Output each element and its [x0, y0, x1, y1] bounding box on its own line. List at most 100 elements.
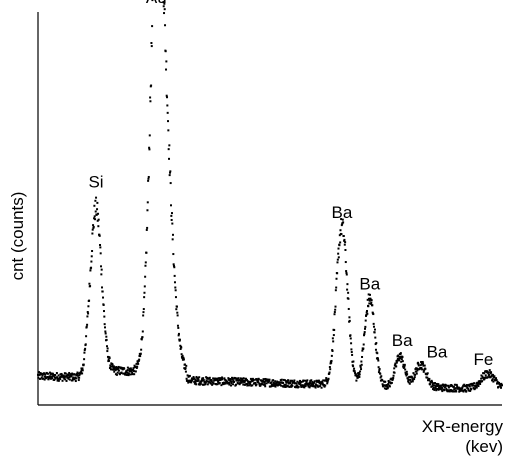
data-point [187, 381, 190, 384]
data-point [493, 376, 496, 379]
data-point [102, 303, 105, 306]
data-point [172, 253, 175, 256]
data-point [64, 372, 67, 375]
data-point [168, 157, 171, 160]
data-point [432, 386, 435, 389]
data-point [493, 375, 496, 378]
data-point [201, 379, 204, 382]
data-point [90, 266, 93, 269]
data-point [133, 373, 136, 376]
data-point [500, 382, 503, 385]
peak-label: Ba [332, 203, 353, 222]
data-point [383, 384, 386, 387]
data-point [238, 383, 241, 386]
data-point [435, 389, 438, 392]
data-point [113, 366, 116, 369]
data-point [407, 378, 410, 381]
peak-label: Ba [359, 274, 380, 293]
data-point [330, 354, 333, 357]
data-point [417, 363, 420, 366]
data-point [56, 376, 59, 379]
data-point [337, 256, 340, 259]
data-point [147, 179, 150, 182]
data-point [361, 349, 364, 352]
data-point [163, 2, 166, 5]
data-point [239, 379, 242, 382]
data-point [146, 226, 149, 229]
data-point [431, 381, 434, 384]
data-point [329, 368, 332, 371]
data-point [282, 378, 285, 381]
data-point [193, 382, 196, 385]
data-point [298, 382, 301, 385]
data-point [245, 379, 248, 382]
data-point [94, 199, 97, 202]
data-point [356, 376, 359, 379]
data-point [372, 325, 375, 328]
data-point [449, 388, 452, 391]
data-point [440, 388, 443, 391]
data-point [352, 360, 355, 363]
data-point [275, 383, 278, 386]
data-point [270, 381, 273, 384]
data-point [146, 201, 149, 204]
data-point [309, 382, 312, 385]
data-point [237, 377, 240, 380]
data-point [499, 385, 502, 388]
data-point [373, 331, 376, 334]
data-point [238, 382, 241, 385]
data-point [377, 359, 380, 362]
data-point [239, 377, 242, 380]
data-point [409, 378, 412, 381]
data-point [378, 369, 381, 372]
data-point [421, 368, 424, 371]
data-point [381, 379, 384, 382]
data-point [86, 323, 89, 326]
data-point [363, 334, 366, 337]
data-point [313, 380, 316, 383]
data-point [176, 311, 179, 314]
data-point [69, 373, 72, 376]
data-point [88, 282, 91, 285]
data-point [468, 385, 471, 388]
data-point [311, 385, 314, 388]
data-point [96, 208, 99, 211]
data-point [419, 364, 422, 367]
data-point [185, 377, 188, 380]
data-point [259, 384, 262, 387]
data-point [326, 380, 329, 383]
data-point [443, 389, 446, 392]
data-point [236, 382, 239, 385]
data-point [434, 382, 436, 385]
data-point [443, 386, 446, 389]
data-point [146, 209, 149, 212]
data-point [68, 371, 71, 374]
data-point [290, 383, 293, 386]
data-point [333, 311, 336, 314]
data-point [321, 382, 324, 385]
data-point [278, 382, 281, 385]
data-point [496, 382, 499, 385]
data-point [432, 384, 435, 387]
peak-label: Fe [473, 350, 493, 369]
data-point [240, 381, 243, 384]
data-point [437, 383, 440, 386]
data-point [495, 377, 498, 380]
data-point [129, 369, 132, 372]
peak-labels: Au Si Ba Ba Ba Ba Fe [88, 0, 493, 369]
data-point [93, 204, 96, 207]
data-point [95, 196, 98, 199]
data-point [180, 355, 183, 358]
data-point [392, 376, 395, 379]
data-point [191, 379, 194, 382]
data-point [133, 364, 136, 367]
data-point [131, 373, 134, 376]
data-point [309, 384, 312, 387]
data-point [304, 385, 307, 388]
data-point [128, 367, 131, 370]
data-point [77, 372, 80, 375]
data-point [126, 371, 129, 374]
data-point [255, 383, 258, 386]
data-point [416, 369, 419, 372]
